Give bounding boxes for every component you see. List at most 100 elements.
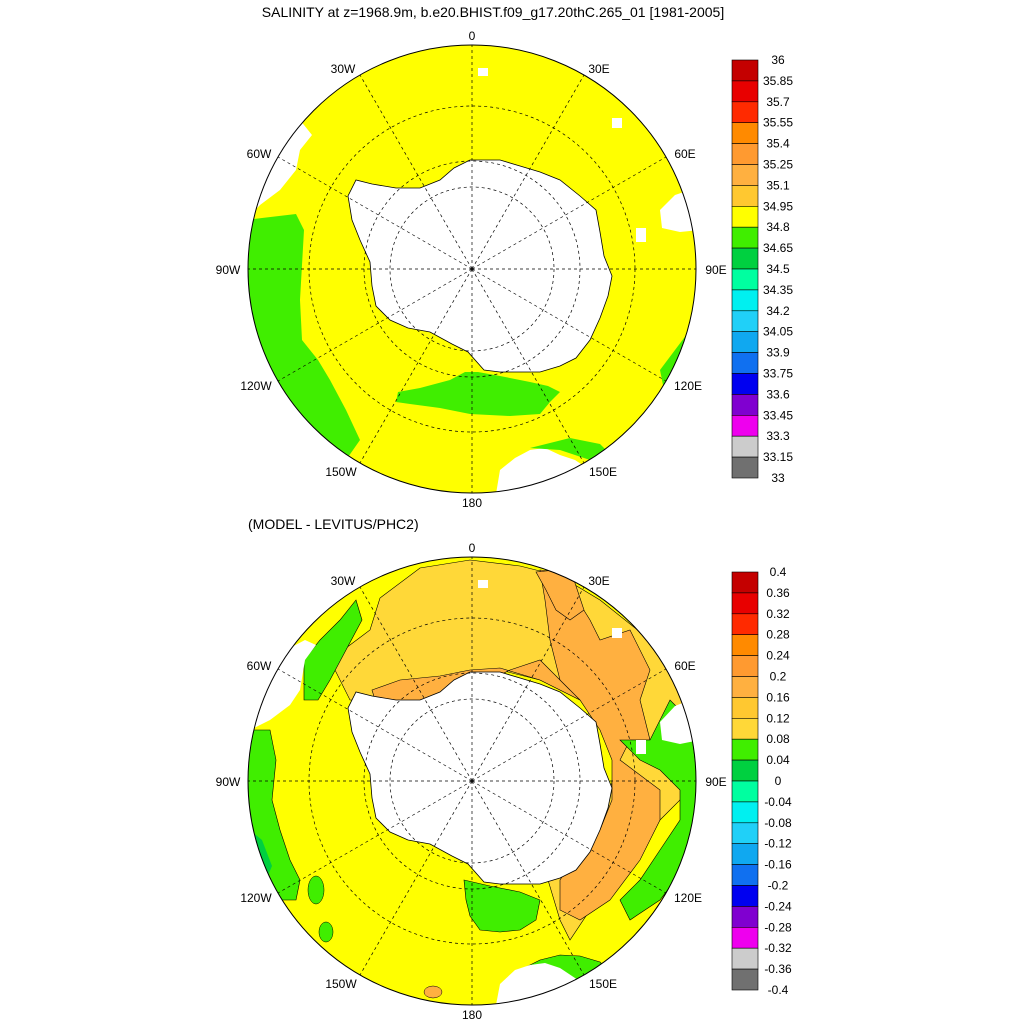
lon-label-150e: 150E	[589, 465, 617, 479]
colorbar-swatch	[731, 143, 759, 165]
lon-label-30w: 30W	[331, 62, 356, 76]
meridian-lines	[248, 557, 696, 1005]
green-blob-2	[318, 921, 334, 943]
colorbar-label: -0.12	[764, 837, 792, 851]
colorbar-label: 33	[771, 471, 785, 485]
lon-label-180: 180	[462, 1008, 482, 1022]
colorbar-label: -0.04	[764, 795, 792, 809]
land-patch-small-3	[636, 228, 646, 242]
colorbar-label: 34.5	[766, 262, 790, 276]
colorbar-swatch	[731, 310, 759, 332]
colorbar-swatch	[731, 59, 759, 82]
lon-label-150w: 150W	[325, 977, 357, 991]
colorbar-swatch	[731, 101, 759, 124]
lon-label-30e: 30E	[588, 62, 609, 76]
colorbar-swatch	[731, 655, 759, 677]
colorbar-label: 0	[775, 774, 782, 788]
land-patch-small-1	[478, 580, 488, 588]
lon-label-90e: 90E	[705, 263, 726, 277]
colorbar-label: 34.05	[763, 325, 793, 339]
green-patch-nw	[303, 599, 363, 701]
colorbar-label: -0.4	[768, 983, 789, 997]
colorbar-swatch	[731, 864, 759, 886]
top-polar-map	[247, 44, 697, 494]
colorbar-swatch	[731, 435, 759, 458]
south-america-land	[250, 640, 316, 730]
colorbar-label: 35.4	[766, 137, 790, 151]
colorbar-label: 0.12	[766, 711, 790, 725]
colorbar-label: 0.04	[766, 753, 790, 767]
lon-label-60e: 60E	[674, 147, 695, 161]
land-patch-small-1	[478, 68, 488, 76]
colorbar-label: 35.1	[766, 178, 790, 192]
colorbar-swatch	[731, 947, 759, 970]
colorbar-label: 33.6	[766, 387, 790, 401]
colorbar-label: 0.16	[766, 690, 790, 704]
map-border	[247, 44, 697, 494]
colorbar-swatch	[731, 801, 759, 824]
colorbar-swatch	[731, 738, 759, 761]
colorbar-label: -0.08	[764, 816, 792, 830]
orange-region-east	[539, 569, 661, 921]
colorbar-swatch	[731, 926, 759, 949]
lon-label-180: 180	[462, 496, 482, 510]
colorbar-label: 35.25	[763, 158, 793, 172]
land-patch-small-2	[612, 628, 622, 638]
antarctica-land	[347, 159, 613, 373]
colorbar-swatch	[731, 185, 759, 207]
lat-circle-inner	[389, 698, 555, 864]
lon-label-90w: 90W	[216, 263, 241, 277]
colorbar-swatch	[731, 759, 759, 782]
colorbar-label: -0.24	[764, 899, 792, 913]
lon-label-0: 0	[469, 541, 476, 555]
orange-blob-1	[423, 985, 443, 999]
colorbar-swatch	[731, 394, 759, 416]
colorbar-swatch	[731, 164, 759, 186]
lon-label-60w: 60W	[247, 147, 272, 161]
colorbar-label: 35.55	[763, 116, 793, 130]
colorbar-swatch	[731, 331, 759, 353]
lon-label-120e: 120E	[674, 891, 702, 905]
colorbar-swatch	[731, 697, 759, 719]
colorbar-label: 34.8	[766, 220, 790, 234]
lat-circle-inner	[389, 186, 555, 352]
colorbar-swatch	[731, 226, 759, 249]
colorbar-label: 33.15	[763, 450, 793, 464]
lon-label-90w: 90W	[216, 775, 241, 789]
land-patch-small-2	[612, 118, 622, 128]
colorbar-swatch	[731, 352, 759, 374]
meridian-lines	[248, 45, 696, 493]
bottom-panel-title: (MODEL - LEVITUS/PHC2)	[248, 516, 419, 532]
colorbar-swatch	[731, 456, 759, 479]
lon-label-90e: 90E	[705, 775, 726, 789]
colorbar-label: 0.28	[766, 628, 790, 642]
colorbar-swatch	[731, 247, 759, 270]
colorbar-label: 0.4	[770, 565, 787, 579]
colorbar-swatch	[731, 906, 759, 928]
colorbar-label: 34.35	[763, 283, 793, 297]
lon-label-120e: 120E	[674, 379, 702, 393]
top-panel-title: SALINITY at z=1968.9m, b.e20.BHIST.f09_g…	[262, 4, 724, 20]
colorbar-label: 0.32	[766, 607, 790, 621]
top-colorbar: 36 35.85 35.7 35.55 35.4 35.25 35.1 34.95 34.8 34…	[731, 53, 793, 485]
colorbar-label: 35.7	[766, 95, 790, 109]
lon-label-120w: 120W	[240, 379, 272, 393]
green-patch-ross	[463, 879, 541, 933]
colorbar-swatch	[731, 613, 759, 635]
bottom-polar-map	[247, 556, 697, 1006]
antarctica-land	[347, 671, 613, 885]
lon-label-60e: 60E	[674, 659, 695, 673]
colorbar-swatch	[731, 676, 759, 698]
colorbar-label: 33.9	[766, 346, 790, 360]
colorbar-label: -0.2	[768, 879, 789, 893]
colorbar-label: 33.75	[763, 367, 793, 381]
colorbar-label: 36	[771, 53, 785, 67]
colorbar-swatch	[731, 968, 759, 991]
colorbar-swatch	[731, 717, 759, 740]
lon-label-120w: 120W	[240, 891, 272, 905]
colorbar-swatch	[731, 414, 759, 437]
colorbar-swatch	[731, 571, 759, 594]
colorbar-label: 33.3	[766, 429, 790, 443]
colorbar-label: -0.36	[764, 962, 792, 976]
lon-label-30e: 30E	[588, 574, 609, 588]
